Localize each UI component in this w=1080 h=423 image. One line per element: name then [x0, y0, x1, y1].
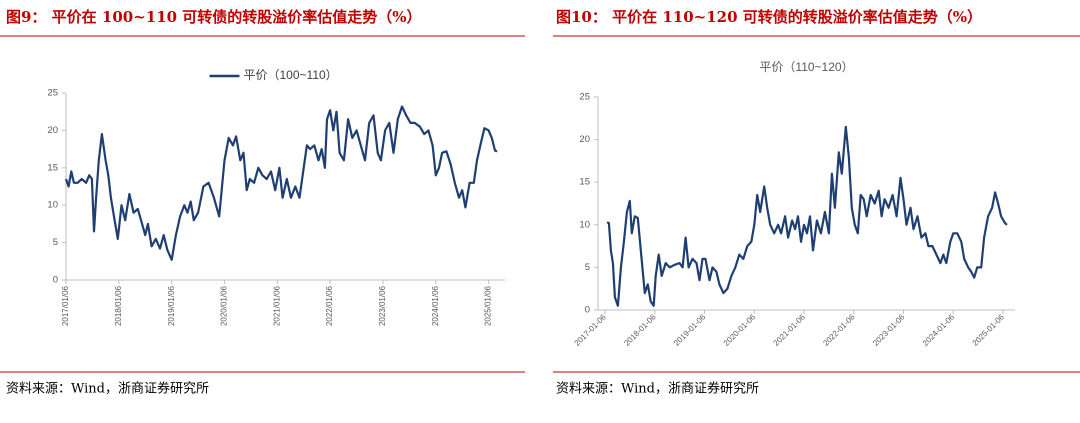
source-note: 资料来源：Wind，浙商证券研究所	[556, 381, 759, 397]
x-tick-label: 2022/01/06	[325, 285, 334, 326]
data-line	[606, 125, 1008, 307]
data-line	[64, 105, 498, 261]
x-tick-label: 2017-01-06	[573, 312, 609, 348]
y-tick-label: 0	[53, 275, 58, 286]
y-tick-label: 5	[53, 237, 58, 248]
y-tick-label: 15	[47, 162, 58, 173]
y-tick-label: 15	[579, 177, 590, 188]
x-tick-label: 2023-01-06	[871, 312, 907, 348]
y-tick-label: 20	[579, 134, 590, 145]
x-tick-label: 2021/01/06	[272, 285, 281, 326]
figure-caption: 图9： 平价在 100~110 可转债的转股溢价率估值走势（%）	[6, 8, 422, 26]
source-note: 资料来源：Wind，浙商证券研究所	[6, 381, 209, 397]
x-tick-label: 2025-01-06	[971, 312, 1007, 348]
x-tick-label: 2022-01-06	[821, 312, 857, 348]
x-tick-label: 2019/01/06	[167, 285, 176, 326]
chart-title: 平价（110~120）	[759, 60, 853, 74]
x-tick-label: 2020/01/06	[220, 285, 229, 326]
y-tick-label: 25	[47, 88, 58, 99]
y-tick-label: 10	[47, 200, 58, 211]
legend-label: 平价（100~110）	[244, 68, 338, 82]
y-tick-label: 0	[585, 305, 590, 316]
x-tick-label: 2020-01-06	[722, 312, 758, 348]
figure-caption: 图10： 平价在 110~120 可转债的转股溢价率估值走势（%）	[556, 8, 982, 26]
x-tick-label: 2018/01/06	[114, 285, 123, 326]
x-tick-label: 2018-01-06	[622, 312, 658, 348]
y-tick-label: 5	[585, 262, 590, 273]
x-tick-label: 2019-01-06	[672, 312, 708, 348]
y-tick-label: 25	[579, 92, 590, 103]
x-tick-label: 2023/01/06	[378, 285, 387, 326]
x-tick-label: 2024/01/06	[431, 285, 440, 326]
x-tick-label: 2024-01-06	[921, 312, 957, 348]
x-tick-label: 2025/01/06	[484, 285, 493, 326]
x-tick-label: 2017/01/06	[61, 285, 70, 326]
y-tick-label: 10	[579, 219, 590, 230]
y-tick-label: 20	[47, 125, 58, 136]
x-tick-label: 2021-01-06	[772, 312, 808, 348]
